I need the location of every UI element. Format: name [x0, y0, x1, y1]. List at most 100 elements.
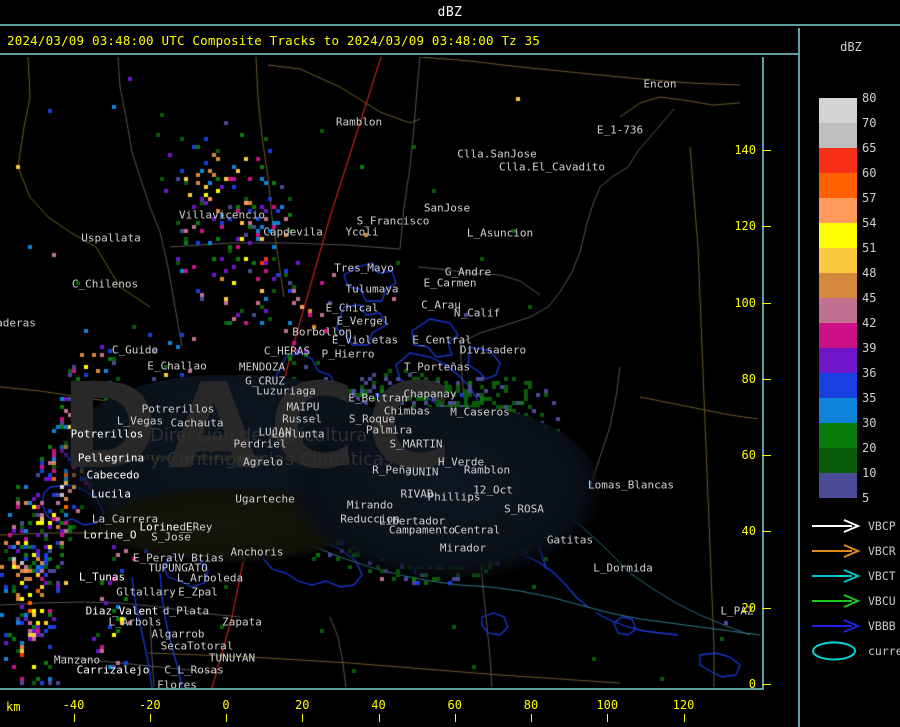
- place-label: E_Challao: [147, 359, 207, 373]
- place-label: TUNUYAN: [208, 651, 256, 665]
- colorbar-band-11: [819, 373, 857, 398]
- colorbar-label-60: 60: [862, 166, 877, 180]
- y-tick: [762, 684, 771, 685]
- colorbar-label-70: 70: [862, 116, 877, 130]
- place-label: L_Vegas: [116, 414, 164, 428]
- place-label: Ramblon: [463, 463, 511, 477]
- colorbar-label-65: 65: [862, 141, 877, 155]
- place-label: Reduccion: [340, 512, 400, 526]
- x-tick: [378, 714, 380, 722]
- place-label: E_Central: [412, 333, 472, 347]
- colorbar-band-8: [819, 298, 857, 323]
- place-label: Algarrob: [151, 627, 205, 641]
- place-label: Chimbas: [383, 404, 431, 418]
- place-label: E_Beltran: [348, 391, 408, 405]
- colorbar-label-39: 39: [862, 341, 877, 355]
- place-label: C_Chilenos: [71, 277, 139, 291]
- arrow-icon: [808, 616, 864, 636]
- place-label: Manzano: [53, 653, 101, 667]
- dbz-colorbar[interactable]: [819, 98, 857, 498]
- x-tick: [454, 714, 456, 722]
- place-label: E_Chical: [325, 301, 379, 315]
- place-label: L_Arbols: [108, 615, 162, 629]
- place-label: C_Guido: [111, 343, 159, 357]
- colorbar-band-1: [819, 123, 857, 148]
- x-tick-label-20: 20: [295, 698, 310, 712]
- place-label: L_Dormida: [593, 561, 653, 575]
- place-label: E_Peral: [132, 551, 180, 565]
- place-label: Lorine_O: [83, 528, 137, 542]
- place-label: TUPUNGATO: [148, 561, 208, 575]
- place-label: Libertador: [378, 514, 446, 528]
- x-tick: [302, 714, 304, 722]
- place-label: Agrelo: [243, 455, 283, 469]
- arrow-icon: [808, 591, 864, 611]
- place-label: Lunlunta: [271, 427, 325, 441]
- place-label: d_Plata: [162, 604, 210, 618]
- place-label: LUJAN: [258, 425, 292, 439]
- place-label: S_Roque: [348, 412, 396, 426]
- colorbar-band-6: [819, 248, 857, 273]
- place-label: Tulumaya: [345, 282, 399, 296]
- legend-item-vbct[interactable]: VBCT: [808, 563, 900, 588]
- legend-panel: dBZ 80 70 65 60 57 54 51 48 45 42 39 36 35 30 20 10 5 VB…: [798, 28, 900, 727]
- place-label: Zapata: [222, 615, 262, 629]
- legend-item-label: current: [868, 643, 900, 658]
- colorbar-label-48: 48: [862, 266, 877, 280]
- place-label: Villavicencio: [178, 208, 266, 222]
- place-label: L_Arboleda: [176, 571, 244, 585]
- place-label: Luzuriaga: [256, 384, 316, 398]
- y-tick-label-100: 100: [734, 295, 756, 310]
- colorbar-band-10: [819, 348, 857, 373]
- place-label: Divisadero: [459, 343, 527, 357]
- colorbar-label-57: 57: [862, 191, 877, 205]
- radar-map[interactable]: DACC Dirección de Agricultura y Continge…: [0, 57, 764, 690]
- place-label: P_Hierro: [321, 347, 375, 361]
- place-label: E_Zpal: [178, 585, 218, 599]
- x-tick-label-0: 0: [222, 698, 230, 712]
- place-label: Gatitas: [546, 533, 594, 547]
- place-label: Lucila: [91, 487, 131, 501]
- y-tick-label-60: 60: [741, 448, 756, 463]
- x-axis-unit-label: km: [6, 700, 21, 714]
- legend-item-vbbb[interactable]: VBBB: [808, 613, 900, 638]
- place-label: C_Arau: [421, 298, 461, 312]
- x-tick-label--20: -20: [138, 698, 161, 712]
- place-label: L_PAZ: [720, 604, 754, 618]
- place-label: Russel: [282, 412, 322, 426]
- y-tick: [762, 226, 771, 228]
- place-label: MAIPU: [286, 400, 320, 414]
- colorbar-band-7: [819, 273, 857, 298]
- place-label: S_MARTIN: [389, 437, 443, 451]
- place-label: Vista_Flor: [95, 690, 161, 691]
- y-tick-label-0: 0: [748, 677, 756, 691]
- place-label: C_L_Rosas: [164, 663, 224, 677]
- colorbar-band-12: [819, 398, 857, 423]
- colorbar-label-10: 10: [862, 466, 877, 480]
- place-label: S_Francisco: [356, 214, 430, 228]
- place-label: Palmira: [365, 423, 413, 437]
- y-tick: [762, 378, 771, 380]
- colorbar-band-3: [819, 173, 857, 198]
- place-label: S_Jose: [151, 530, 191, 544]
- place-label: La_Carrera: [91, 512, 159, 526]
- legend-item-current[interactable]: current: [808, 638, 900, 663]
- place-label: Clla.El_Cavadito: [499, 160, 605, 174]
- legend-item-vbcu[interactable]: VBCU: [808, 588, 900, 613]
- colorbar-label-42: 42: [862, 316, 877, 330]
- place-label: Encon: [643, 77, 677, 91]
- colorbar-band-2: [819, 148, 857, 173]
- timestamp-header: 2024/03/09 03:48:00 UTC Composite Tracks…: [0, 28, 798, 55]
- colorbar-label-45: 45: [862, 291, 877, 305]
- place-label: Ugarteche: [235, 492, 295, 506]
- place-label: G_CRUZ: [245, 374, 285, 388]
- legend-item-vbcr[interactable]: VBCR: [808, 538, 900, 563]
- colorbar-label-36: 36: [862, 366, 877, 380]
- legend-item-vbcp[interactable]: VBCP: [808, 513, 900, 538]
- legend-item-label: VBCP: [868, 518, 896, 533]
- radar-reflectivity-canvas[interactable]: [0, 57, 762, 688]
- place-label: S_ROSA: [504, 502, 544, 516]
- place-label: Gltallary: [116, 585, 176, 599]
- place-label: Tres_Mayo: [334, 261, 394, 275]
